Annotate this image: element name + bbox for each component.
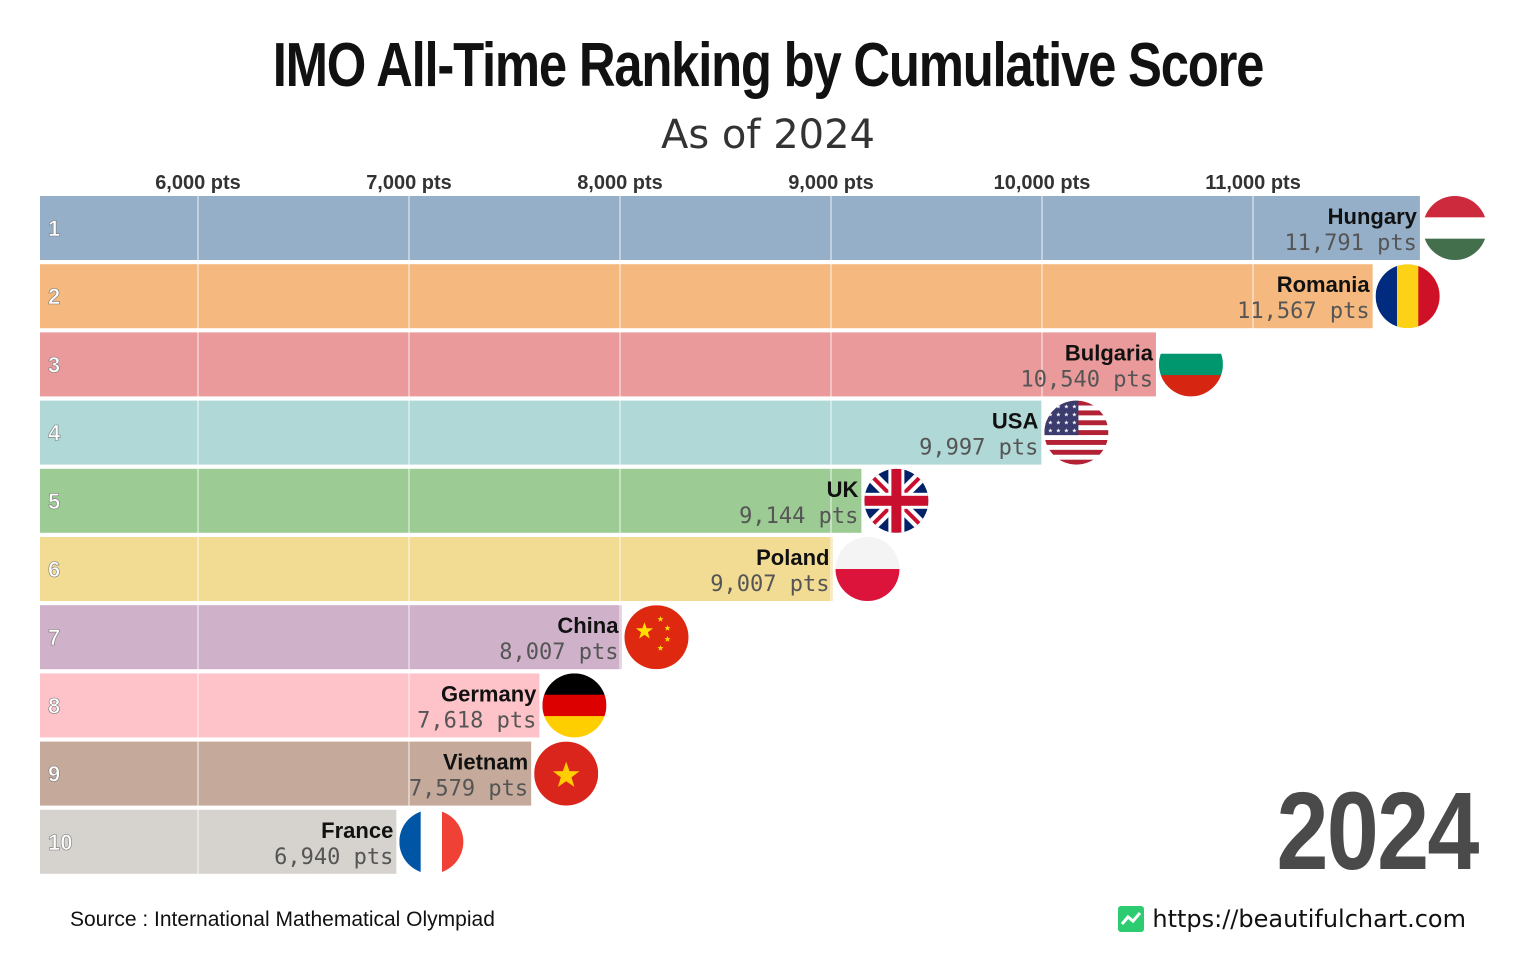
country-label: Hungary: [1328, 204, 1418, 229]
credit-link[interactable]: https://beautifulchart.com: [1118, 905, 1466, 933]
value-label: 9,997 pts: [919, 436, 1038, 461]
gridlines: [197, 196, 1254, 874]
country-label: Germany: [441, 681, 537, 706]
poland-flag-icon: [835, 537, 900, 601]
bar-usa: [40, 400, 1042, 465]
rank-label: 4: [48, 421, 61, 446]
flags-group: [399, 196, 1487, 874]
country-label: Bulgaria: [1065, 340, 1154, 365]
france-flag-icon: [399, 809, 464, 874]
chart-logo-icon: [1118, 906, 1145, 932]
country-label: UK: [827, 477, 859, 502]
chart-subtitle: As of 2024: [661, 112, 875, 158]
rank-label: 2: [48, 284, 60, 309]
value-label: 6,940 pts: [274, 845, 393, 870]
x-tick-label: 9,000 pts: [788, 172, 874, 194]
bar-romania: [40, 264, 1373, 329]
x-tick-label: 10,000 pts: [994, 172, 1091, 194]
bars-group: [40, 196, 1420, 874]
bar-china: [40, 605, 622, 670]
rank-label: 5: [48, 489, 60, 514]
rank-label: 3: [48, 352, 60, 377]
bar-poland: [40, 537, 833, 601]
bulgaria-flag-icon: [1158, 332, 1223, 397]
x-tick-label: 8,000 pts: [577, 172, 663, 194]
bar-vietnam: [40, 741, 532, 806]
bar-germany: [40, 673, 540, 738]
rank-label: 9: [48, 762, 60, 787]
value-label: 9,144 pts: [739, 504, 858, 529]
rank-label: 6: [48, 557, 60, 582]
country-label: China: [557, 613, 619, 638]
x-tick-label: 7,000 pts: [366, 172, 452, 194]
chart-title: IMO All-Time Ranking by Cumulative Score: [272, 31, 1265, 100]
country-label: Poland: [756, 545, 829, 570]
country-label: Romania: [1277, 272, 1371, 297]
romania-flag-icon: [1375, 264, 1440, 329]
value-label: 7,618 pts: [417, 708, 536, 733]
country-label: USA: [992, 409, 1039, 434]
china-flag-icon: [624, 605, 689, 670]
year-label: 2024: [1276, 770, 1480, 893]
value-label: 10,540 pts: [1020, 367, 1152, 392]
germany-flag-icon: [542, 673, 607, 738]
bar-uk: [40, 468, 862, 533]
rank-label: 1: [48, 216, 60, 241]
country-label: Vietnam: [443, 750, 528, 775]
rank-label: 7: [48, 625, 60, 650]
x-tick-label: 6,000 pts: [155, 172, 241, 194]
vietnam-flag-icon: [534, 741, 599, 806]
bar-france: [40, 809, 397, 874]
value-label: 8,007 pts: [499, 640, 618, 665]
x-tick-label: 11,000 pts: [1205, 172, 1301, 194]
rank-label: 10: [48, 830, 72, 855]
value-label: 7,579 pts: [409, 777, 528, 802]
credit-url[interactable]: https://beautifulchart.com: [1152, 905, 1466, 933]
x-axis-ticks: 6,000 pts 7,000 pts 8,000 pts 9,000 pts 10,0…: [155, 172, 1301, 194]
bar-bulgaria: [40, 332, 1156, 397]
uk-flag-icon: [864, 468, 929, 533]
value-label: 9,007 pts: [710, 572, 829, 597]
bar-hungary: [40, 196, 1420, 260]
rank-label: 8: [48, 693, 60, 718]
value-label: 11,567 pts: [1237, 299, 1369, 324]
usa-flag-icon: [1044, 400, 1109, 465]
value-label: 11,791 pts: [1284, 231, 1416, 256]
source-note: Source : International Mathematical Olym…: [70, 908, 495, 931]
hungary-flag-icon: [1422, 196, 1487, 260]
country-label: France: [321, 818, 393, 843]
